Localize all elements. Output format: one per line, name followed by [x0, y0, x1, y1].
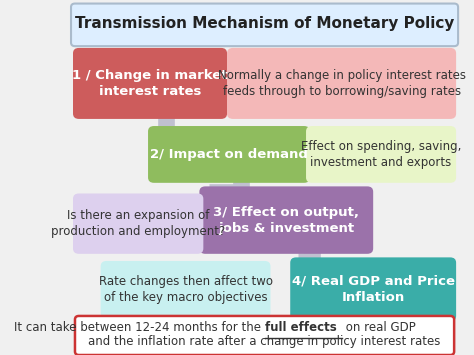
FancyBboxPatch shape — [73, 48, 227, 119]
Text: 4/ Real GDP and Price
Inflation: 4/ Real GDP and Price Inflation — [292, 275, 455, 304]
FancyBboxPatch shape — [306, 126, 456, 183]
Text: 3/ Effect on output,
jobs & investment: 3/ Effect on output, jobs & investment — [213, 206, 359, 235]
Text: 2/ Impact on demand: 2/ Impact on demand — [150, 148, 308, 161]
FancyBboxPatch shape — [100, 261, 271, 318]
Text: and the inflation rate after a change in policy interest rates: and the inflation rate after a change in… — [88, 335, 441, 348]
FancyBboxPatch shape — [71, 4, 458, 46]
FancyBboxPatch shape — [75, 316, 454, 355]
Text: It can take between 12-24 months for the: It can take between 12-24 months for the — [14, 321, 264, 334]
FancyBboxPatch shape — [227, 48, 456, 119]
FancyBboxPatch shape — [73, 193, 203, 254]
FancyBboxPatch shape — [290, 257, 456, 321]
Text: on real GDP: on real GDP — [342, 321, 415, 334]
Text: Is there an expansion of
production and employment?: Is there an expansion of production and … — [51, 209, 225, 238]
Text: Normally a change in policy interest rates
feeds through to borrowing/saving rat: Normally a change in policy interest rat… — [218, 69, 465, 98]
Text: Effect on spending, saving,
investment and exports: Effect on spending, saving, investment a… — [301, 140, 461, 169]
Text: Rate changes then affect two
of the key macro objectives: Rate changes then affect two of the key … — [99, 275, 273, 304]
Text: 1 / Change in market
interest rates: 1 / Change in market interest rates — [72, 69, 228, 98]
FancyBboxPatch shape — [200, 186, 373, 254]
FancyBboxPatch shape — [148, 126, 310, 183]
Text: full effects: full effects — [264, 321, 337, 334]
Text: Transmission Mechanism of Monetary Policy: Transmission Mechanism of Monetary Polic… — [75, 16, 454, 31]
